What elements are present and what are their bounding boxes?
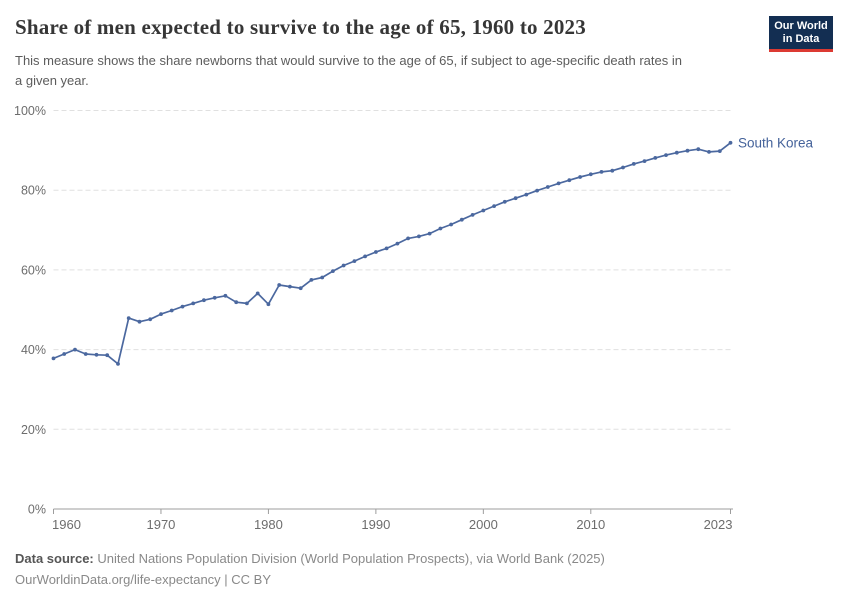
data-point-1983[interactable] (298, 286, 303, 291)
data-point-1982[interactable] (288, 284, 292, 289)
page-title: Share of men expected to survive to the … (15, 15, 586, 39)
data-point-1962[interactable] (73, 347, 77, 352)
data-point-2013[interactable] (621, 165, 625, 170)
license-line: OurWorldinData.org/life-expectancy | CC … (15, 572, 272, 587)
y-axis-label-20: 20% (21, 423, 46, 437)
data-point-1973[interactable] (191, 301, 196, 306)
data-point-1980[interactable] (266, 302, 271, 307)
y-axis-label-0: 0% (28, 503, 46, 517)
data-point-1999[interactable] (470, 213, 475, 217)
data-point-2009[interactable] (578, 175, 582, 179)
data-point-2010[interactable] (588, 172, 593, 177)
data-point-2014[interactable] (631, 162, 636, 166)
y-axis-label-80: 80% (21, 184, 46, 198)
data-point-2008[interactable] (567, 178, 572, 183)
data-point-2006[interactable] (545, 185, 550, 189)
data-point-1992[interactable] (395, 241, 400, 246)
data-point-2001[interactable] (492, 204, 496, 209)
owid-logo: Our World in Data (769, 16, 833, 52)
owid-logo-line1: Our World (774, 20, 828, 32)
data-point-2004[interactable] (524, 192, 529, 197)
data-point-1976[interactable] (223, 293, 228, 298)
data-point-1998[interactable] (459, 217, 464, 222)
data-point-1984[interactable] (309, 278, 314, 282)
x-axis-label-2000: 2000 (469, 517, 498, 532)
data-point-2015[interactable] (642, 159, 647, 164)
data-point-1968[interactable] (137, 319, 142, 324)
entity-label[interactable]: South Korea (738, 135, 814, 150)
data-point-1971[interactable] (169, 308, 174, 313)
data-point-2011[interactable] (599, 170, 604, 174)
series-line-south-korea[interactable] (52, 141, 732, 365)
data-point-1990[interactable] (374, 250, 378, 254)
data-point-1978[interactable] (245, 301, 249, 306)
x-axis-label-1970: 1970 (146, 517, 175, 532)
data-point-1965[interactable] (105, 353, 110, 358)
data-point-1977[interactable] (234, 300, 239, 305)
data-point-1960[interactable] (51, 356, 56, 361)
data-point-1995[interactable] (427, 231, 432, 236)
y-axis-label-100: 100% (14, 104, 46, 118)
data-point-1986[interactable] (331, 269, 335, 273)
data-point-1997[interactable] (449, 222, 453, 227)
data-point-2020[interactable] (696, 147, 701, 152)
x-axis-label-1980: 1980 (254, 517, 283, 532)
x-axis-label-1990: 1990 (361, 517, 390, 532)
data-point-1970[interactable] (159, 312, 163, 316)
data-point-1966[interactable] (116, 362, 120, 366)
data-point-1961[interactable] (62, 352, 67, 356)
x-axis-label-1960: 1960 (52, 517, 81, 532)
data-point-1991[interactable] (384, 246, 389, 251)
owid-logo-line2: in Data (782, 33, 820, 45)
data-point-1987[interactable] (341, 263, 346, 268)
data-point-1967[interactable] (126, 316, 131, 320)
data-point-2017[interactable] (664, 153, 668, 158)
data-point-1975[interactable] (212, 295, 217, 300)
data-point-1974[interactable] (202, 298, 206, 303)
data-point-1969[interactable] (148, 317, 153, 322)
data-point-1981[interactable] (277, 283, 282, 287)
data-point-1993[interactable] (406, 236, 410, 241)
data-point-1994[interactable] (417, 234, 421, 239)
data-point-2003[interactable] (513, 196, 518, 201)
data-source-text: United Nations Population Division (Worl… (97, 551, 605, 566)
data-point-2007[interactable] (556, 181, 561, 186)
x-axis-label-2023: 2023 (704, 517, 733, 532)
data-point-2022[interactable] (717, 149, 722, 154)
data-point-2019[interactable] (685, 148, 690, 153)
data-point-2021[interactable] (707, 150, 711, 154)
data-point-2002[interactable] (502, 199, 507, 204)
data-point-1963[interactable] (83, 352, 88, 356)
data-point-2000[interactable] (481, 208, 486, 213)
x-axis-label-2010: 2010 (576, 517, 605, 532)
y-axis-label-60: 60% (21, 263, 46, 277)
data-point-2018[interactable] (674, 150, 679, 155)
chart-footer: Data source: United Nations Population D… (15, 548, 835, 590)
chart-subtitle: This measure shows the share newborns th… (15, 53, 682, 88)
data-point-1964[interactable] (94, 352, 99, 357)
data-point-2012[interactable] (610, 168, 615, 173)
data-point-1989[interactable] (363, 254, 367, 259)
data-point-2005[interactable] (535, 188, 539, 193)
data-point-2016[interactable] (653, 156, 658, 160)
data-point-2023[interactable] (728, 140, 733, 145)
data-point-1972[interactable] (180, 304, 185, 309)
data-point-1985[interactable] (320, 275, 325, 280)
data-source-label: Data source: (15, 551, 94, 566)
data-point-1979[interactable] (255, 291, 260, 296)
data-source-line: Data source: United Nations Population D… (15, 548, 835, 569)
data-point-1996[interactable] (438, 226, 443, 231)
data-point-1988[interactable] (352, 259, 357, 263)
y-axis-label-40: 40% (21, 343, 46, 357)
